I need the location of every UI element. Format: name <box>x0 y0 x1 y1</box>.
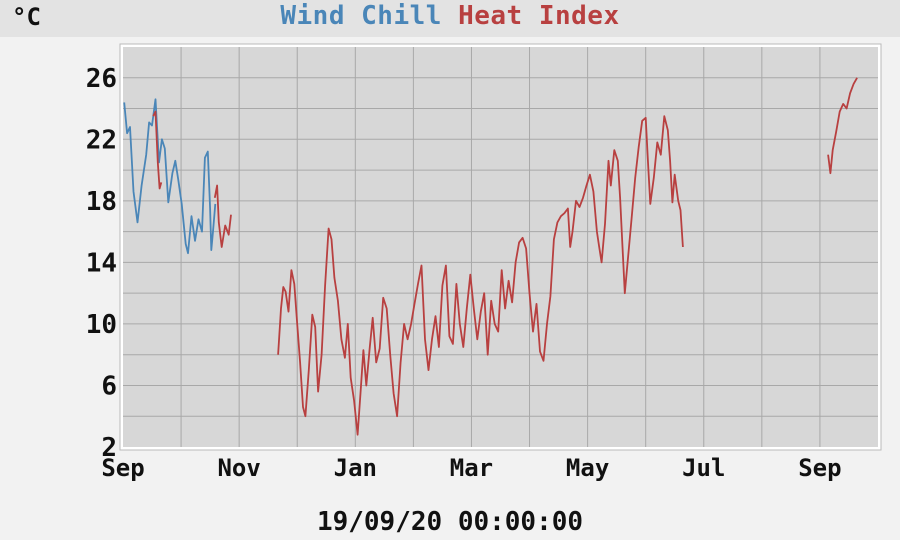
plot-area <box>123 47 878 447</box>
heat-index-line <box>213 184 232 248</box>
x-tick-label: Jan <box>334 454 377 482</box>
timestamp-label: 19/09/20 00:00:00 <box>316 507 584 537</box>
x-axis-labels: Sep Nov Jan Mar May Jul Sep <box>101 454 841 482</box>
series-lines <box>123 77 858 436</box>
grid-lines <box>123 47 878 447</box>
y-tick-label: 22 <box>86 125 117 155</box>
legend-heat-index: Heat Index <box>458 1 620 31</box>
x-tick-label: Jul <box>682 454 725 482</box>
y-tick-label: 6 <box>101 371 117 401</box>
x-tick-label: Nov <box>217 454 260 482</box>
chart-legend: Wind Chill Heat Index <box>0 1 900 31</box>
y-tick-label: 2 <box>101 433 117 463</box>
heat-index-line <box>152 110 163 190</box>
x-tick-label: Mar <box>450 454 493 482</box>
heat-index-line <box>277 115 684 436</box>
x-tick-label: May <box>566 454 609 482</box>
unit-label: °C <box>12 3 41 31</box>
y-tick-label: 18 <box>86 187 117 217</box>
y-tick-label: 14 <box>86 248 117 278</box>
legend-wind-chill: Wind Chill <box>280 1 442 31</box>
heat-index-line <box>827 77 858 175</box>
wind-chill-line <box>123 98 217 255</box>
header-bar: °C Wind Chill Heat Index <box>0 0 900 37</box>
y-tick-label: 26 <box>86 64 117 94</box>
x-tick-label: Sep <box>798 454 841 482</box>
x-tick-label: Sep <box>101 454 144 482</box>
y-tick-label: 10 <box>86 310 117 340</box>
